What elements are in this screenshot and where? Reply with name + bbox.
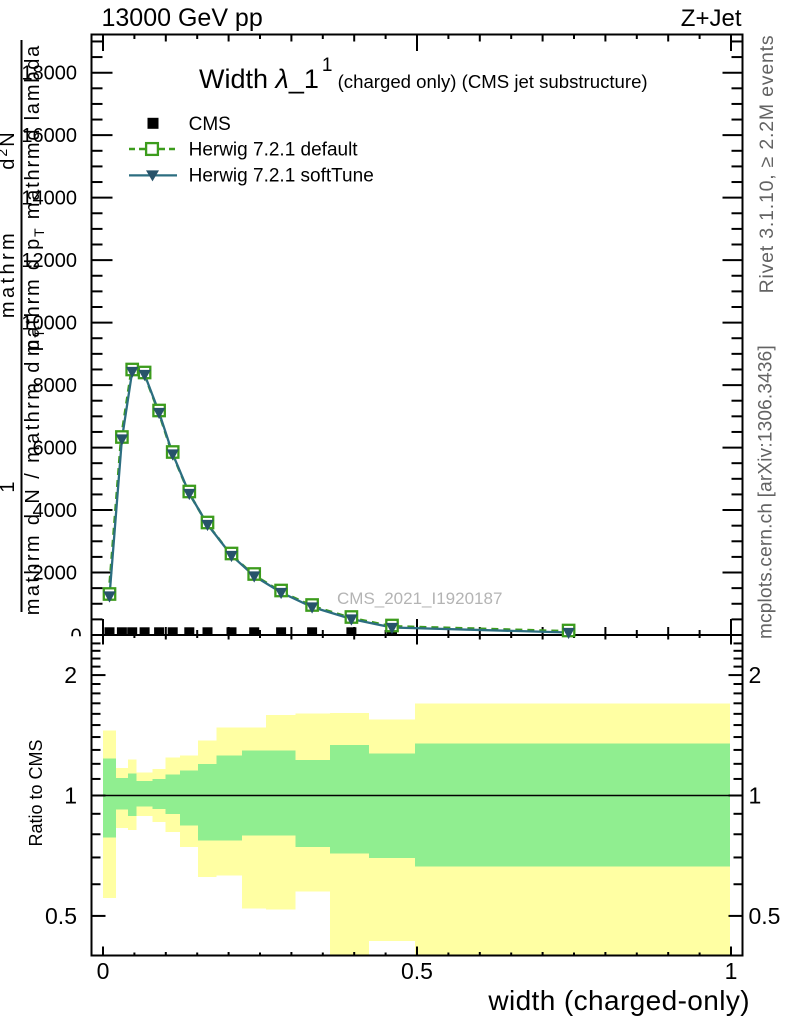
svg-text:CMS_2021_I1920187: CMS_2021_I1920187 — [337, 589, 502, 608]
svg-text:0: 0 — [70, 626, 81, 648]
svg-text:0.5: 0.5 — [749, 903, 781, 929]
svg-text:1: 1 — [64, 783, 77, 809]
svg-text:Rivet 3.1.10, ≥ 2.2M events: Rivet 3.1.10, ≥ 2.2M events — [756, 35, 778, 294]
svg-text:Herwig 7.2.1 default: Herwig 7.2.1 default — [189, 139, 359, 160]
svg-text:14000: 14000 — [21, 188, 77, 210]
svg-text:d2N: d2N — [0, 130, 19, 169]
svg-text:12000: 12000 — [21, 250, 77, 272]
svg-text:0.5: 0.5 — [401, 958, 433, 984]
svg-text:CMS: CMS — [189, 114, 231, 135]
svg-text:1: 1 — [725, 958, 738, 984]
svg-text:10000: 10000 — [21, 313, 77, 335]
svg-text:Width λ_11 (charged only) (CMS: Width λ_1 1 (charged only) (CMS jet subst… — [199, 55, 648, 94]
svg-text:0.5: 0.5 — [45, 903, 77, 929]
svg-text:8000: 8000 — [33, 375, 78, 397]
svg-text:1: 1 — [749, 783, 762, 809]
svg-text:18000: 18000 — [21, 63, 77, 85]
svg-text:mathrm d pT mathrmd lambda: mathrm d pT mathrmd lambda — [22, 44, 47, 356]
svg-text:width (charged-only): width (charged-only) — [487, 985, 750, 1016]
svg-text:Herwig 7.2.1 softTune: Herwig 7.2.1 softTune — [189, 166, 374, 187]
svg-text:Ratio to CMS: Ratio to CMS — [26, 739, 46, 846]
svg-text:Z+Jet: Z+Jet — [681, 5, 742, 32]
svg-text:13000 GeV pp: 13000 GeV pp — [102, 4, 263, 32]
svg-text:mathrm d N / mathrm d pT: mathrm d N / mathrm d pT — [22, 327, 47, 615]
svg-text:mathrm: mathrm — [0, 230, 19, 318]
svg-text:2: 2 — [749, 662, 762, 688]
svg-text:2: 2 — [64, 662, 77, 688]
svg-text:16000: 16000 — [21, 125, 77, 147]
svg-text:2000: 2000 — [33, 563, 78, 585]
svg-text:0: 0 — [97, 958, 110, 984]
svg-text:mcplots.cern.ch [arXiv:1306.34: mcplots.cern.ch [arXiv:1306.3436] — [756, 345, 777, 639]
svg-text:6000: 6000 — [33, 438, 78, 460]
svg-text:1: 1 — [0, 481, 19, 492]
svg-text:4000: 4000 — [33, 500, 78, 522]
